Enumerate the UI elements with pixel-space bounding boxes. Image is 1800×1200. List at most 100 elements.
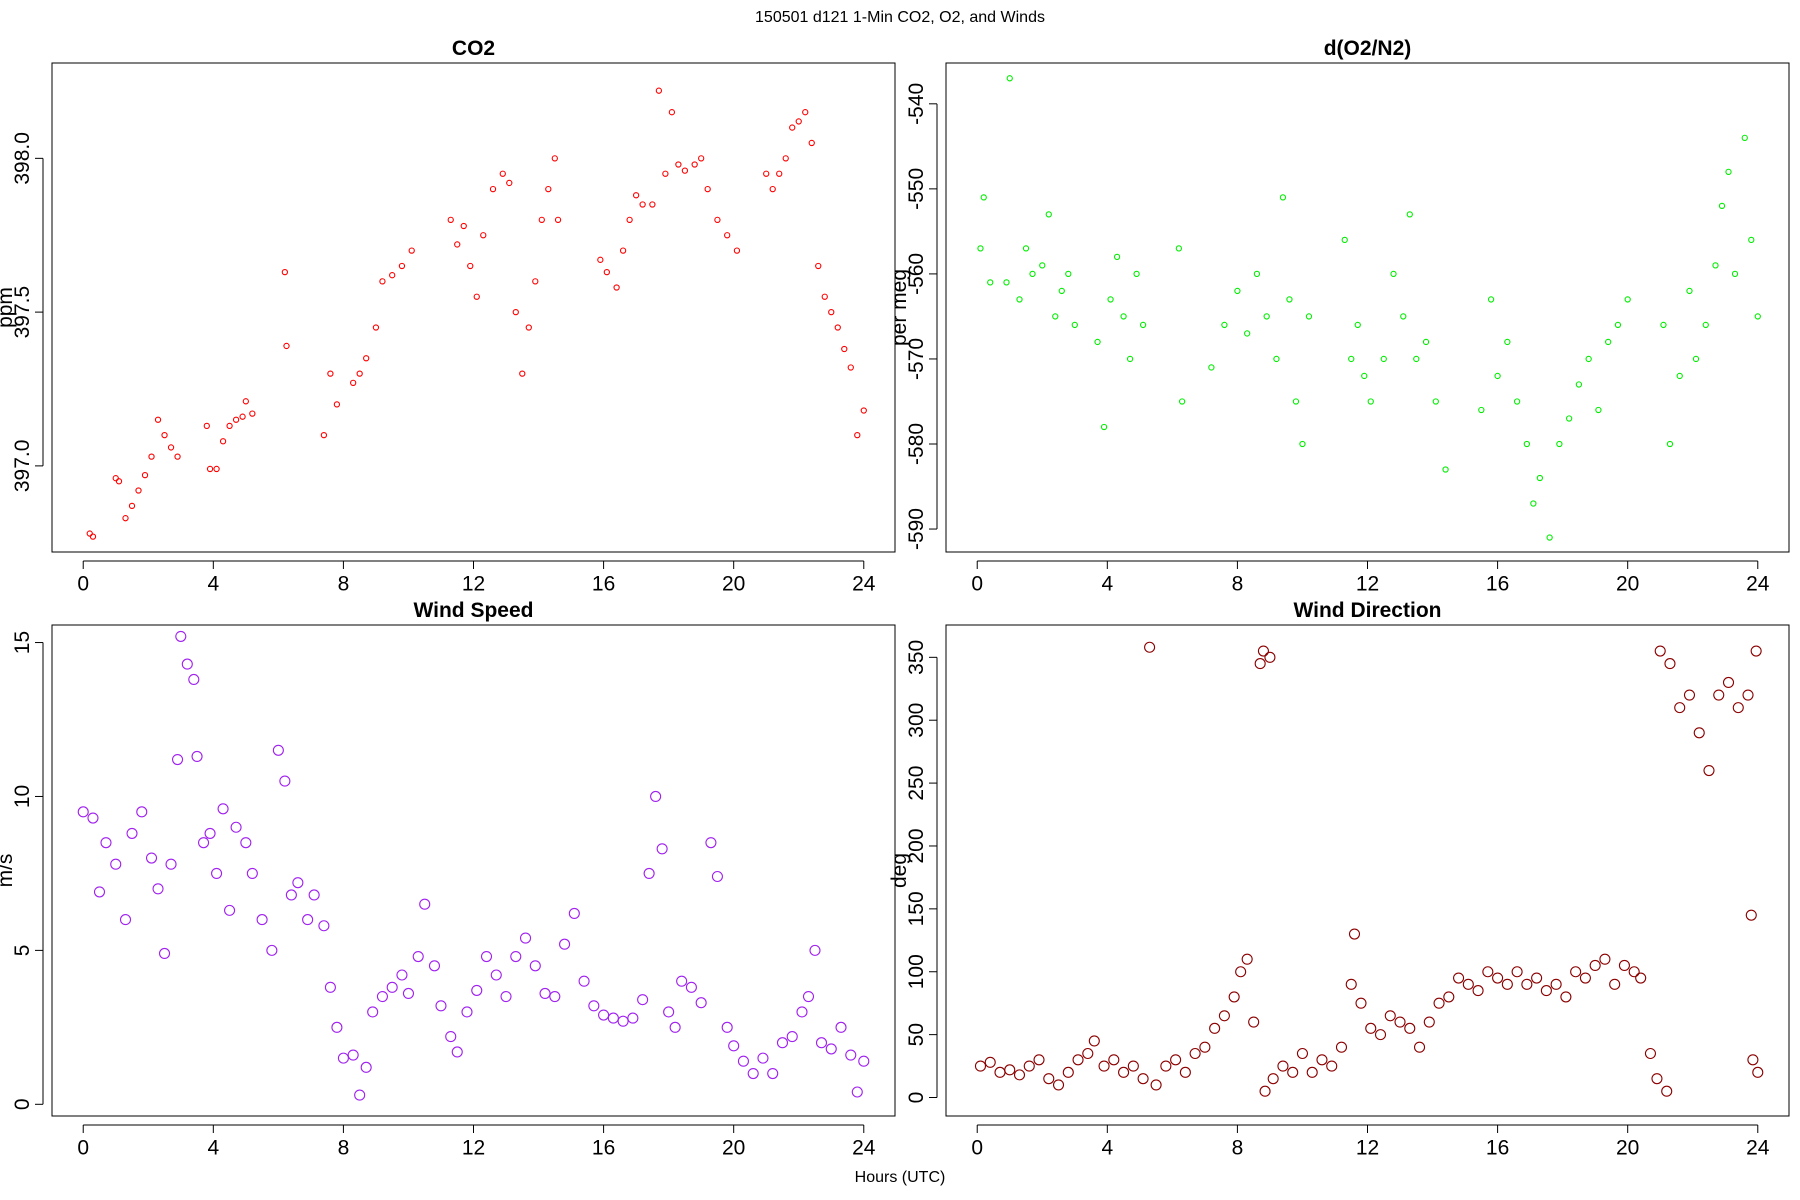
data-point <box>724 232 731 239</box>
plot-frame <box>51 624 896 1117</box>
data-point <box>974 1060 987 1072</box>
data-point <box>1530 500 1537 507</box>
y-tick-label: -540 <box>905 83 928 125</box>
data-point <box>1108 1054 1120 1066</box>
data-point <box>1585 355 1592 363</box>
data-point <box>226 422 233 430</box>
data-point <box>1482 966 1494 978</box>
x-tick-label: 16 <box>1486 1136 1509 1159</box>
data-point <box>519 370 526 377</box>
data-point <box>1273 355 1280 363</box>
data-point <box>1546 534 1553 541</box>
data-point <box>412 950 424 963</box>
data-point <box>1150 1079 1162 1091</box>
data-point <box>1137 1073 1149 1085</box>
data-point <box>695 997 707 1009</box>
data-point <box>327 370 334 377</box>
data-point <box>578 975 590 987</box>
data-point <box>1750 645 1762 657</box>
data-point <box>1244 330 1251 337</box>
data-point <box>1003 279 1010 286</box>
data-point <box>1133 270 1140 278</box>
data-point <box>473 293 480 300</box>
data-point <box>796 1006 808 1018</box>
data-point <box>1589 959 1601 972</box>
data-point <box>203 422 210 430</box>
data-point <box>637 994 649 1006</box>
data-point <box>171 753 184 766</box>
data-point <box>627 1012 639 1024</box>
data-point <box>480 950 493 963</box>
plot-frame <box>945 624 1790 1117</box>
data-point <box>711 870 723 883</box>
data-point <box>1442 466 1449 473</box>
data-point <box>1433 997 1445 1009</box>
data-point <box>1071 321 1078 329</box>
x-tick-label: 0 <box>77 572 89 595</box>
data-point <box>1748 236 1755 244</box>
data-point <box>769 185 776 193</box>
data-point <box>1287 1066 1299 1078</box>
data-point <box>1693 727 1705 739</box>
data-point <box>728 1040 740 1052</box>
main-title: 150501 d121 1-Min CO2, O2, and Winds <box>755 9 1045 26</box>
data-point <box>1732 702 1744 714</box>
data-point <box>1341 236 1348 244</box>
data-point <box>246 867 258 879</box>
x-tick-label: 24 <box>1746 1136 1770 1159</box>
data-point <box>1423 1016 1435 1028</box>
x-tick-label: 4 <box>207 572 219 595</box>
data-point <box>721 1021 733 1033</box>
data-point <box>650 790 662 803</box>
data-point <box>367 1006 379 1018</box>
points <box>974 641 1764 1097</box>
data-point <box>1098 1060 1110 1072</box>
data-point <box>396 969 408 981</box>
data-point <box>776 170 783 177</box>
data-point <box>1745 909 1757 921</box>
y-tick-label: 0 <box>905 1092 928 1104</box>
data-point <box>847 364 854 371</box>
data-point <box>1754 313 1761 320</box>
data-point <box>158 947 171 960</box>
data-point <box>1113 253 1121 261</box>
x-tick-label: 24 <box>1746 572 1770 595</box>
data-point <box>1605 338 1612 346</box>
y-tick-label: 15 <box>11 631 34 654</box>
data-point <box>1286 296 1293 303</box>
data-point <box>435 1000 447 1012</box>
data-point <box>1062 1066 1074 1078</box>
data-point <box>447 216 454 223</box>
data-point <box>350 379 357 386</box>
x-tick-label: 16 <box>592 572 615 595</box>
data-point <box>854 431 861 439</box>
plot-frame <box>945 62 1790 553</box>
data-point <box>211 867 223 879</box>
data-point <box>1504 338 1511 346</box>
data-point <box>461 1006 473 1018</box>
y-axis-label: deg <box>888 853 911 888</box>
data-point <box>984 1056 996 1068</box>
data-point <box>632 192 640 199</box>
x-tick-label: 8 <box>338 1136 350 1159</box>
data-point <box>860 407 867 414</box>
data-point <box>588 1000 600 1012</box>
data-point <box>112 475 119 482</box>
data-point <box>737 1055 749 1067</box>
data-point <box>419 898 431 910</box>
data-point <box>619 247 627 254</box>
data-point <box>1462 978 1474 990</box>
data-point <box>93 886 106 898</box>
data-point <box>1453 972 1465 984</box>
data-point <box>386 981 398 993</box>
x-tick-label: 12 <box>462 1136 485 1159</box>
data-point <box>490 969 502 981</box>
data-point <box>77 806 89 818</box>
data-point <box>318 920 330 932</box>
data-point <box>1043 1073 1055 1085</box>
data-point <box>1306 1066 1318 1078</box>
data-point <box>1296 1047 1309 1060</box>
y-axis-label: m/s <box>0 854 17 888</box>
data-point <box>1209 1022 1221 1034</box>
data-point <box>1004 1064 1016 1076</box>
